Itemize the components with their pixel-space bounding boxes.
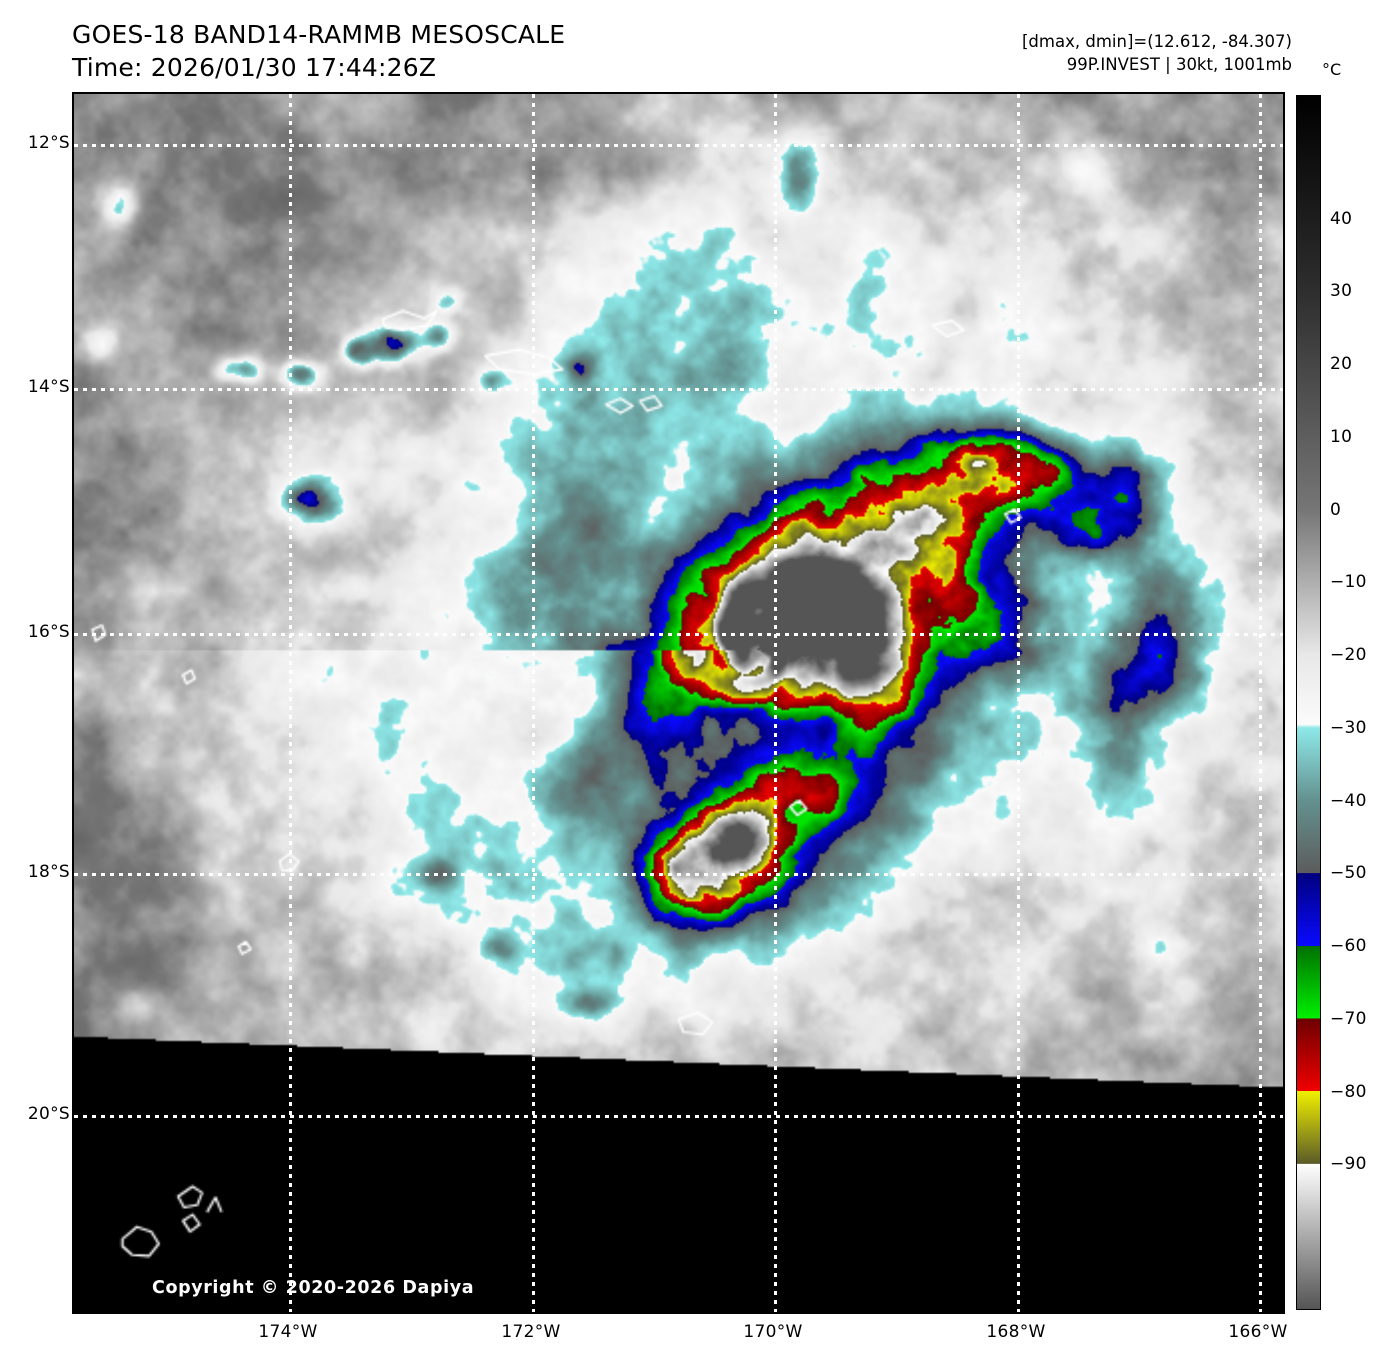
lon-label--170: 170°W [743, 1322, 803, 1342]
timestamp-line: Time: 2026/01/30 17:44:26Z [72, 53, 437, 82]
colorbar-tick--80: −80 [1330, 1081, 1367, 1102]
lat-label--14: 14°S [27, 377, 70, 397]
colorbar-tick-40: 40 [1330, 208, 1353, 229]
copyright-notice: Copyright © 2020-2026 Dapiya [152, 1278, 475, 1298]
colorbar-tick-20: 20 [1330, 354, 1353, 375]
lat-label--16: 16°S [27, 622, 70, 642]
colorbar-tick--20: −20 [1330, 645, 1367, 666]
satellite-image-panel[interactable]: Copyright © 2020-2026 Dapiya [72, 92, 1285, 1314]
colorbar-tick--70: −70 [1330, 1008, 1367, 1029]
colorbar-tick-0: 0 [1330, 499, 1342, 520]
colorbar-tick--40: −40 [1330, 790, 1367, 811]
colorbar-tick--60: −60 [1330, 936, 1367, 957]
colorbar-tick--30: −30 [1330, 717, 1367, 738]
colorbar-tick--90: −90 [1330, 1154, 1367, 1175]
colorbar-tick-30: 30 [1330, 281, 1353, 302]
lon-label--172: 172°W [501, 1322, 561, 1342]
lon-label--174: 174°W [258, 1322, 318, 1342]
colorbar-tick-10: 10 [1330, 426, 1353, 447]
colorbar-gradient [1297, 96, 1320, 1309]
infrared-satellite-imagery [74, 94, 1283, 1312]
header-right-block: [dmax, dmin]=(12.612, -84.307) 99P.INVES… [1022, 30, 1292, 76]
colorbar-tick--50: −50 [1330, 863, 1367, 884]
lat-label--18: 18°S [27, 862, 70, 882]
header-left-block: GOES-18 BAND14-RAMMB MESOSCALE Time: 202… [72, 18, 832, 84]
lat-label--12: 12°S [27, 133, 70, 153]
colorbar-unit-label: °C [1322, 60, 1342, 79]
colorbar-tick--10: −10 [1330, 572, 1367, 593]
page-title: GOES-18 BAND14-RAMMB MESOSCALE [72, 20, 566, 49]
temperature-colorbar[interactable] [1296, 95, 1321, 1310]
lon-label--166: 166°W [1228, 1322, 1288, 1342]
storm-info-readout: 99P.INVEST | 30kt, 1001mb [1066, 55, 1292, 74]
lat-label--20: 20°S [27, 1104, 70, 1124]
lon-label--168: 168°W [986, 1322, 1046, 1342]
dminmax-readout: [dmax, dmin]=(12.612, -84.307) [1022, 32, 1292, 51]
